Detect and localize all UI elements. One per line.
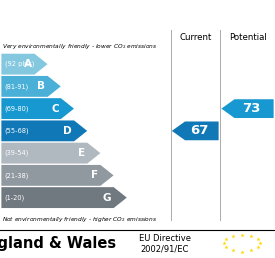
Polygon shape — [1, 120, 87, 141]
Text: Not environmentally friendly - higher CO$_2$ emissions: Not environmentally friendly - higher CO… — [2, 215, 157, 224]
Polygon shape — [1, 54, 48, 75]
Text: EU Directive
2002/91/EC: EU Directive 2002/91/EC — [139, 234, 191, 253]
Text: (55-68): (55-68) — [5, 128, 29, 134]
Polygon shape — [221, 99, 274, 118]
Text: (39-54): (39-54) — [5, 150, 29, 156]
Text: B: B — [37, 81, 45, 91]
Text: (81-91): (81-91) — [5, 83, 29, 90]
Polygon shape — [1, 143, 100, 164]
Text: D: D — [63, 126, 72, 136]
Text: (1-20): (1-20) — [5, 194, 25, 201]
Text: (69-80): (69-80) — [5, 105, 29, 112]
Text: 73: 73 — [242, 102, 261, 115]
Text: (92 plus): (92 plus) — [5, 61, 34, 67]
Text: Environmental Impact (CO$_2$) Rating: Environmental Impact (CO$_2$) Rating — [13, 7, 262, 24]
Text: 67: 67 — [190, 124, 208, 137]
Text: A: A — [24, 59, 32, 69]
Polygon shape — [1, 98, 74, 119]
Text: Current: Current — [179, 33, 211, 42]
Polygon shape — [1, 76, 61, 97]
Text: C: C — [51, 104, 59, 114]
Text: F: F — [91, 170, 98, 180]
Text: England & Wales: England & Wales — [0, 236, 116, 251]
Text: G: G — [103, 193, 111, 203]
Text: Very environmentally friendly - lower CO$_2$ emissions: Very environmentally friendly - lower CO… — [2, 42, 158, 51]
Text: (21-38): (21-38) — [5, 172, 29, 179]
Polygon shape — [1, 165, 114, 186]
Polygon shape — [172, 122, 219, 140]
Polygon shape — [1, 187, 127, 208]
Text: E: E — [78, 148, 85, 158]
Text: Potential: Potential — [229, 33, 266, 42]
